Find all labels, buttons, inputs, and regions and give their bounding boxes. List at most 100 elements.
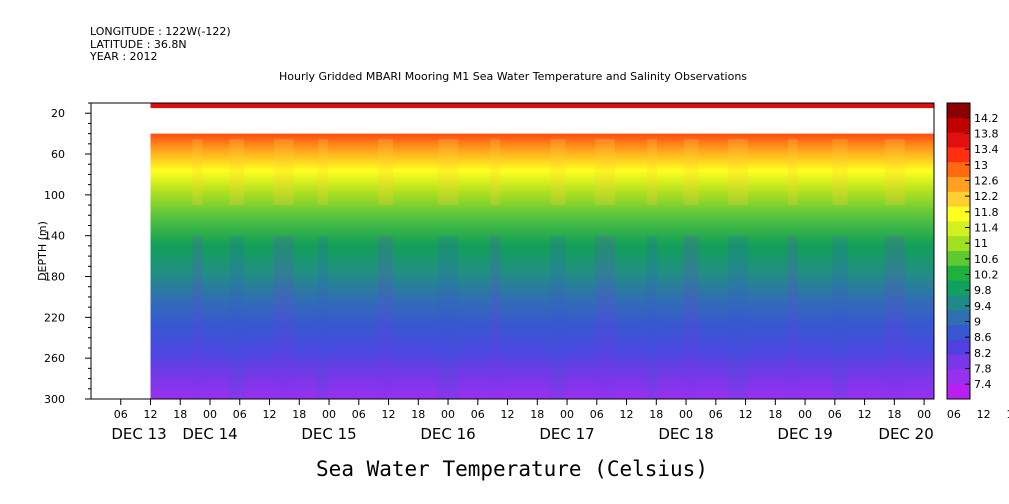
x-hour-label: 12 — [977, 408, 991, 421]
colorbar-label: 7.8 — [974, 363, 992, 376]
colorbar-label: 11 — [974, 237, 988, 250]
colorbar-segment — [947, 177, 970, 193]
x-axis: 06 12 18 00 06 12 18 00 06 12 18 00 06 12 18 00 06 12 18 00… — [111, 399, 1009, 443]
colorbar-label: 13 — [974, 159, 988, 172]
x-hour-label: 18 — [173, 408, 187, 421]
colorbar-segment — [947, 310, 970, 326]
colorbar-segment — [947, 147, 970, 163]
x-day-label: DEC 20 — [878, 425, 933, 443]
colorbar-segment — [947, 339, 970, 356]
x-hour-label: 00 — [679, 408, 693, 421]
x-hour-label: 06 — [471, 408, 485, 421]
x-hour-label: 06 — [709, 408, 723, 421]
colorbar-segment — [947, 221, 970, 237]
plot-frame — [90, 102, 935, 400]
field-streak — [317, 138, 328, 206]
x-hour-label: 12 — [144, 408, 158, 421]
field-streak — [646, 235, 657, 399]
year-label: YEAR : 2012 — [89, 50, 158, 63]
colorbar-segment — [947, 251, 970, 267]
x-hour-label: 06 — [352, 408, 366, 421]
field-streak — [273, 138, 294, 206]
x-hour-label: 18 — [649, 408, 663, 421]
colorbar-segment — [947, 132, 970, 148]
colorbar-label: 12.2 — [974, 190, 999, 203]
x-hour-label: 00 — [798, 408, 812, 421]
colorbar-segment — [947, 325, 970, 341]
y-axis-label: DEPTH (m) — [36, 221, 49, 281]
colorbar-frame — [946, 102, 971, 400]
field-streak — [378, 235, 394, 399]
y-tick-label: 20 — [51, 107, 65, 120]
y-axis: 20 60 100 140 180 220 260 300 — [44, 102, 91, 406]
x-hour-label: 00 — [322, 408, 336, 421]
colorbar-label: 10.2 — [974, 269, 999, 282]
field-streak — [683, 138, 699, 206]
field-streak — [192, 138, 203, 206]
x-hour-label: 18 — [411, 408, 425, 421]
y-tick-label: 60 — [51, 148, 65, 161]
field-streak — [550, 138, 566, 206]
colorbar-label: 10.6 — [974, 253, 999, 266]
colorbar-segment — [947, 280, 970, 296]
colorbar-segment — [947, 384, 970, 400]
x-hour-label: 12 — [620, 408, 634, 421]
field-streak — [646, 138, 657, 206]
colorbar-segment — [947, 191, 970, 208]
colorbar-label: 11.4 — [974, 221, 999, 234]
temperature-field — [150, 133, 935, 399]
field-streak — [832, 235, 848, 399]
colorbar-segment — [947, 369, 970, 385]
colorbar-label: 13.8 — [974, 127, 999, 140]
colorbar-segment — [947, 236, 970, 252]
x-hour-label: 00 — [917, 408, 931, 421]
colorbar: 14.2 13.8 13.4 13 12.6 12.2 11.8 11.4 11 10.6 10.2… — [946, 102, 999, 400]
x-hour-label: 06 — [590, 408, 604, 421]
field-streak — [229, 138, 245, 206]
y-tick-label: 180 — [44, 271, 65, 284]
colorbar-label: 9 — [974, 316, 981, 329]
y-tick-label: 300 — [44, 393, 65, 406]
field-streak — [728, 235, 749, 399]
field-streak — [490, 138, 501, 206]
x-hour-label: 06 — [114, 408, 128, 421]
x-hour-label: 18 — [292, 408, 306, 421]
colorbar-label: 13.4 — [974, 143, 999, 156]
x-day-label: DEC 14 — [182, 425, 237, 443]
field-streak — [683, 235, 699, 399]
x-hour-label: 18 — [530, 408, 544, 421]
x-day-label: DEC 15 — [301, 425, 356, 443]
x-hour-label: 18 — [887, 408, 901, 421]
field-streak — [594, 138, 615, 206]
longitude-label: LONGITUDE : 122W(-122) — [90, 25, 231, 38]
field-streak — [317, 235, 328, 399]
field-streak — [832, 138, 848, 206]
x-hour-label: 06 — [947, 408, 961, 421]
field-streak — [490, 235, 501, 399]
x-hour-label: 00 — [203, 408, 217, 421]
colorbar-segment — [947, 295, 970, 311]
field-streak — [229, 235, 245, 399]
x-hour-label: 00 — [441, 408, 455, 421]
temperature-variability-overlays — [192, 138, 905, 399]
y-tick-label: 260 — [44, 352, 65, 365]
colorbar-label: 14.2 — [974, 112, 999, 125]
x-hour-label: 12 — [858, 408, 872, 421]
x-hour-label: 12 — [501, 408, 515, 421]
x-hour-label: 06 — [828, 408, 842, 421]
surface-band — [150, 103, 935, 109]
field-streak — [550, 235, 566, 399]
field-streak — [728, 138, 749, 206]
field-streak — [884, 235, 905, 399]
field-streak — [378, 138, 394, 206]
colorbar-segment — [947, 103, 970, 119]
x-hour-label: 18 — [1006, 408, 1009, 421]
x-hour-label: 12 — [382, 408, 396, 421]
x-day-label: DEC 19 — [777, 425, 832, 443]
x-hour-label: 06 — [233, 408, 247, 421]
colorbar-segment — [947, 265, 970, 282]
field-streak — [192, 235, 203, 399]
field-streak — [884, 138, 905, 206]
